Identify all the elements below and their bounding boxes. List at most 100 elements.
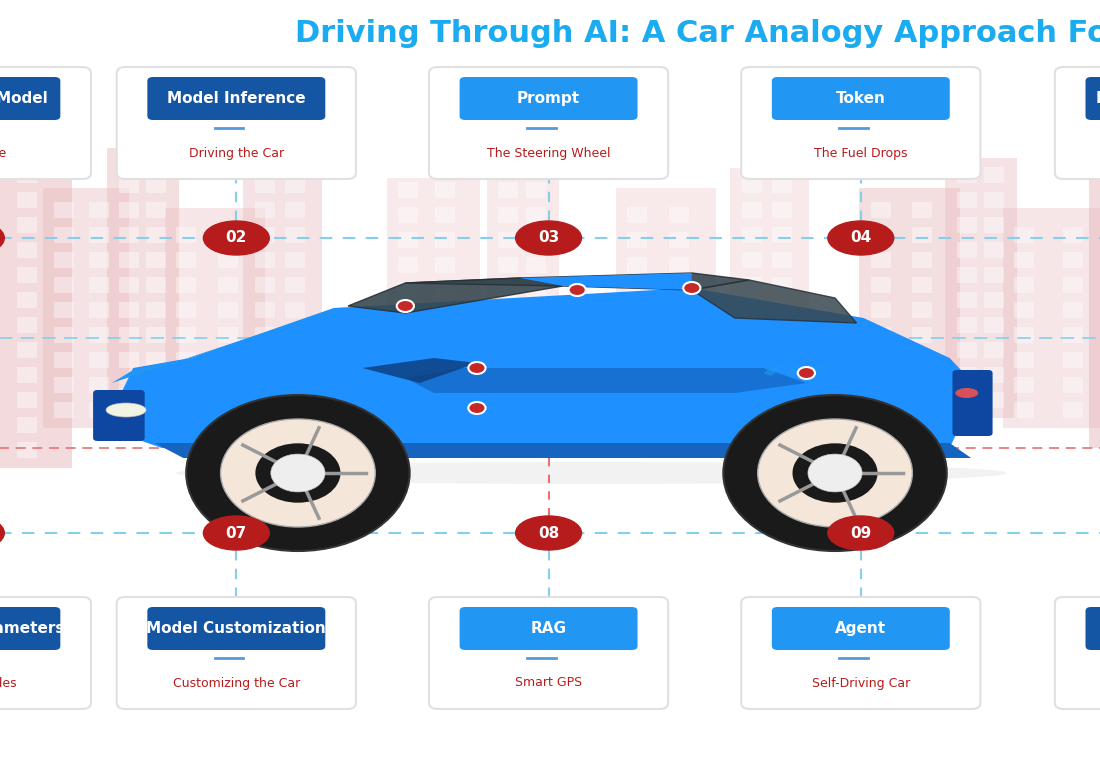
FancyBboxPatch shape <box>18 192 37 208</box>
FancyBboxPatch shape <box>176 327 196 343</box>
FancyBboxPatch shape <box>498 382 518 398</box>
Polygon shape <box>763 363 785 376</box>
FancyBboxPatch shape <box>669 257 689 273</box>
FancyBboxPatch shape <box>285 352 305 368</box>
FancyBboxPatch shape <box>89 352 109 368</box>
FancyBboxPatch shape <box>498 357 518 373</box>
FancyBboxPatch shape <box>255 327 275 343</box>
FancyBboxPatch shape <box>0 168 72 468</box>
FancyBboxPatch shape <box>526 257 546 273</box>
Ellipse shape <box>204 221 270 255</box>
FancyBboxPatch shape <box>772 302 792 318</box>
FancyBboxPatch shape <box>89 202 109 218</box>
FancyBboxPatch shape <box>146 252 166 268</box>
FancyBboxPatch shape <box>669 232 689 248</box>
FancyBboxPatch shape <box>772 277 792 293</box>
Text: 07: 07 <box>226 525 248 541</box>
FancyBboxPatch shape <box>18 342 37 358</box>
FancyBboxPatch shape <box>627 357 648 373</box>
FancyBboxPatch shape <box>285 202 305 218</box>
FancyBboxPatch shape <box>255 202 275 218</box>
FancyBboxPatch shape <box>436 257 455 273</box>
FancyBboxPatch shape <box>176 277 196 293</box>
FancyBboxPatch shape <box>176 227 196 243</box>
Circle shape <box>469 362 485 374</box>
FancyBboxPatch shape <box>436 182 455 198</box>
Polygon shape <box>520 273 692 290</box>
FancyBboxPatch shape <box>669 382 689 398</box>
Polygon shape <box>785 363 806 376</box>
FancyBboxPatch shape <box>398 307 418 323</box>
Circle shape <box>186 395 409 551</box>
FancyBboxPatch shape <box>772 402 792 418</box>
FancyBboxPatch shape <box>730 168 810 428</box>
FancyBboxPatch shape <box>957 367 977 383</box>
Text: Foundation Model: Foundation Model <box>0 91 48 106</box>
Ellipse shape <box>0 221 4 255</box>
FancyBboxPatch shape <box>54 252 75 268</box>
FancyBboxPatch shape <box>398 357 418 373</box>
FancyBboxPatch shape <box>146 377 166 393</box>
FancyBboxPatch shape <box>18 167 37 183</box>
FancyBboxPatch shape <box>429 597 668 709</box>
FancyBboxPatch shape <box>526 207 546 223</box>
FancyBboxPatch shape <box>741 402 762 418</box>
FancyBboxPatch shape <box>984 342 1004 358</box>
FancyBboxPatch shape <box>398 382 418 398</box>
FancyBboxPatch shape <box>984 392 1004 408</box>
FancyBboxPatch shape <box>436 282 455 298</box>
Text: 03: 03 <box>538 230 559 246</box>
FancyBboxPatch shape <box>119 277 139 293</box>
FancyBboxPatch shape <box>285 277 305 293</box>
FancyBboxPatch shape <box>859 188 959 428</box>
FancyBboxPatch shape <box>119 202 139 218</box>
FancyBboxPatch shape <box>0 607 60 650</box>
FancyBboxPatch shape <box>498 332 518 348</box>
Text: Driving the Car: Driving the Car <box>189 147 284 160</box>
FancyBboxPatch shape <box>1089 168 1100 448</box>
FancyBboxPatch shape <box>526 182 546 198</box>
FancyBboxPatch shape <box>243 168 322 428</box>
FancyBboxPatch shape <box>176 402 196 418</box>
Circle shape <box>683 282 701 294</box>
FancyBboxPatch shape <box>1014 277 1034 293</box>
FancyBboxPatch shape <box>398 282 418 298</box>
FancyBboxPatch shape <box>772 607 949 650</box>
FancyBboxPatch shape <box>117 597 356 709</box>
Circle shape <box>792 443 878 503</box>
FancyBboxPatch shape <box>498 182 518 198</box>
Text: 04: 04 <box>850 230 871 246</box>
Text: The Steering Wheel: The Steering Wheel <box>487 147 610 160</box>
FancyBboxPatch shape <box>165 208 265 428</box>
FancyBboxPatch shape <box>108 148 179 428</box>
FancyBboxPatch shape <box>498 282 518 298</box>
FancyBboxPatch shape <box>54 402 75 418</box>
FancyBboxPatch shape <box>772 327 792 343</box>
FancyBboxPatch shape <box>871 377 891 393</box>
FancyBboxPatch shape <box>119 302 139 318</box>
FancyBboxPatch shape <box>772 202 792 218</box>
FancyBboxPatch shape <box>957 242 977 258</box>
FancyBboxPatch shape <box>436 332 455 348</box>
FancyBboxPatch shape <box>146 352 166 368</box>
FancyBboxPatch shape <box>89 377 109 393</box>
FancyBboxPatch shape <box>945 158 1016 418</box>
FancyBboxPatch shape <box>957 392 977 408</box>
FancyBboxPatch shape <box>1063 402 1082 418</box>
FancyBboxPatch shape <box>498 157 518 173</box>
FancyBboxPatch shape <box>146 227 166 243</box>
FancyBboxPatch shape <box>436 307 455 323</box>
FancyBboxPatch shape <box>0 597 91 709</box>
FancyBboxPatch shape <box>255 277 275 293</box>
FancyBboxPatch shape <box>627 232 648 248</box>
FancyBboxPatch shape <box>772 377 792 393</box>
FancyBboxPatch shape <box>89 402 109 418</box>
FancyBboxPatch shape <box>460 607 638 650</box>
FancyBboxPatch shape <box>1014 302 1034 318</box>
FancyBboxPatch shape <box>119 327 139 343</box>
FancyBboxPatch shape <box>526 357 546 373</box>
Ellipse shape <box>516 221 582 255</box>
Text: RAG: RAG <box>530 621 566 636</box>
FancyBboxPatch shape <box>1014 402 1034 418</box>
FancyBboxPatch shape <box>176 352 196 368</box>
